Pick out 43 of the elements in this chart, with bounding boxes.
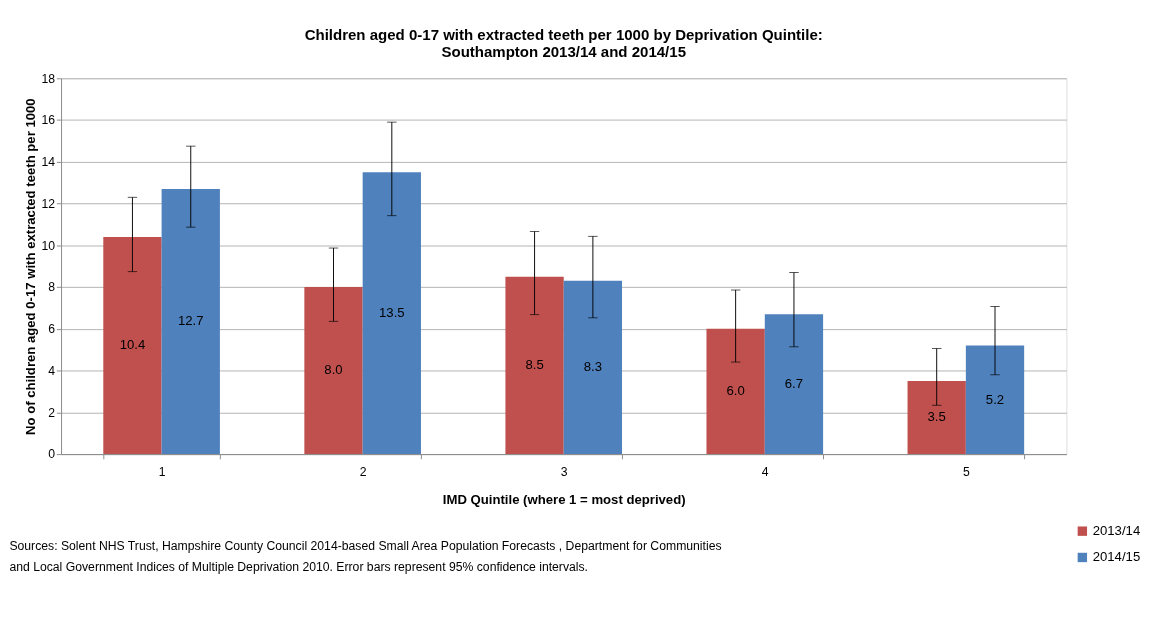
x-tick-label: 1 <box>158 465 166 480</box>
data-label: 12.7 <box>177 313 204 329</box>
legend-label: 2013/14 <box>1092 522 1141 538</box>
y-tick-label: 16 <box>41 113 56 128</box>
data-label: 5.2 <box>985 391 1005 407</box>
data-label: 6.7 <box>784 375 804 391</box>
y-tick-label: 8 <box>48 280 56 295</box>
x-tick-label: 2 <box>359 465 367 480</box>
bar <box>103 236 162 455</box>
y-tick-label: 0 <box>48 447 56 462</box>
data-label: 8.3 <box>583 359 603 375</box>
x-tick-label: 4 <box>761 465 769 480</box>
y-axis-title: No of children aged 0-17 with extracted teeth per 1000 <box>22 98 38 435</box>
data-label: 8.5 <box>525 357 544 373</box>
y-tick-label: 18 <box>41 71 56 86</box>
bar <box>764 314 824 455</box>
y-tick-label: 2 <box>48 405 56 420</box>
y-tick-label: 12 <box>41 196 56 211</box>
legend-label: 2014/15 <box>1092 549 1141 565</box>
data-label: 8.0 <box>324 362 343 378</box>
y-tick-label: 6 <box>48 322 56 337</box>
bar <box>965 345 1025 455</box>
y-tick-label: 14 <box>41 155 56 170</box>
x-tick-label: 5 <box>962 465 970 480</box>
bar <box>706 328 765 455</box>
text: and Local Government Indices of Multiple Deprivation 2010. Error bars represent 95% confidence intervals. <box>9 559 588 574</box>
source-note: Sources: Solent NHS Trust, Hampshire County Council 2014-based Small Area Population Forecasts , Department for Communities <box>9 538 722 553</box>
data-label: 3.5 <box>927 409 946 425</box>
data-label: 10.4 <box>119 337 146 353</box>
data-label: 6.0 <box>726 383 745 399</box>
text: Children aged 0-17 with extracted teeth per 1000 by Deprivation Quintile: <box>304 25 823 43</box>
x-axis-title: IMD Quintile (where 1 = most deprived) <box>442 492 686 508</box>
bar <box>161 188 220 455</box>
bar <box>505 276 564 455</box>
text: Southampton 2013/14 and 2014/15 <box>441 42 686 60</box>
y-tick-label: 10 <box>41 238 56 253</box>
bar <box>907 381 966 455</box>
bar <box>563 280 623 455</box>
data-label: 13.5 <box>379 304 405 320</box>
bar <box>362 172 421 455</box>
bar <box>304 287 363 455</box>
y-tick-label: 4 <box>48 363 56 378</box>
x-tick-label: 3 <box>560 465 568 480</box>
